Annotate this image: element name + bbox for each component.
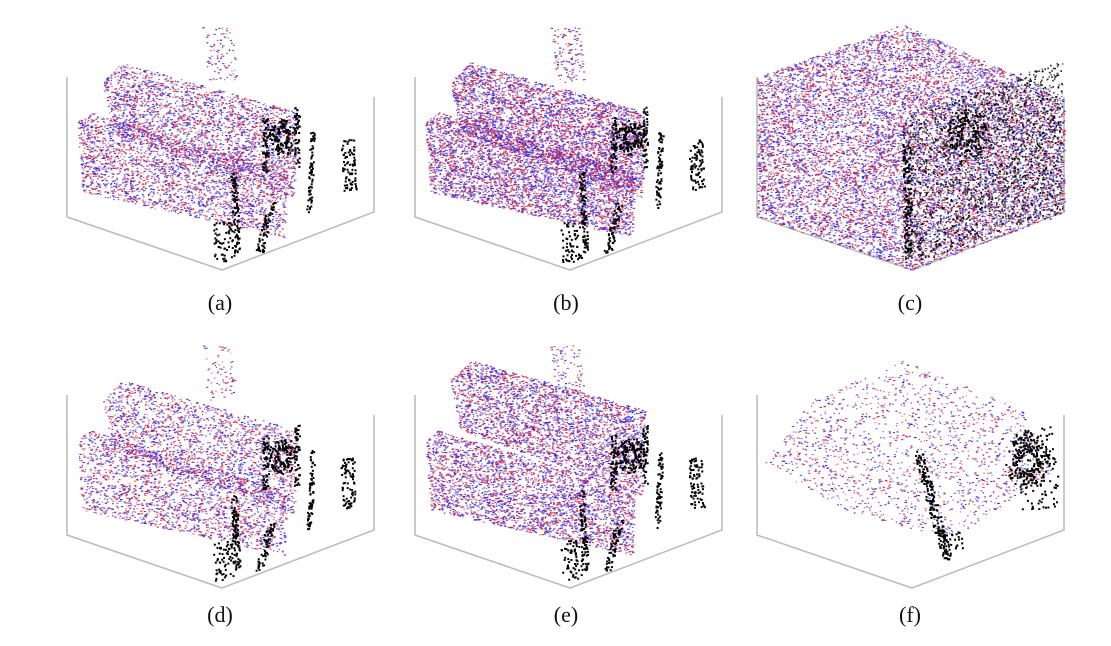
axis-frame bbox=[756, 77, 1065, 271]
axis-frame bbox=[414, 395, 723, 589]
black-object-points bbox=[915, 426, 1060, 561]
caption-b: (b) bbox=[526, 290, 606, 316]
point-cloud-f bbox=[756, 361, 1065, 589]
black-object-points bbox=[213, 424, 357, 582]
caption-e: (e) bbox=[526, 602, 606, 628]
plane-points bbox=[765, 361, 1052, 540]
sparse-top-points bbox=[202, 27, 239, 81]
lower-slab-points bbox=[426, 430, 637, 556]
black-object-points bbox=[213, 107, 358, 263]
panel-a bbox=[62, 22, 382, 277]
point-cloud-d bbox=[66, 345, 375, 589]
axis-frame bbox=[414, 77, 723, 271]
caption-d: (d) bbox=[180, 602, 260, 628]
caption-c: (c) bbox=[870, 290, 950, 316]
point-cloud-a bbox=[66, 27, 375, 271]
sparse-top-points bbox=[550, 27, 587, 83]
panel-f bbox=[752, 340, 1072, 595]
black-object-points bbox=[560, 106, 706, 263]
axis-frame bbox=[66, 395, 375, 589]
point-cloud-b bbox=[414, 27, 723, 271]
black-object-points bbox=[902, 63, 1064, 267]
lower-slab-points bbox=[77, 113, 289, 238]
axis-frame bbox=[756, 395, 1065, 589]
axis-frame bbox=[66, 77, 375, 271]
black-object-points bbox=[560, 425, 706, 581]
caption-a: (a) bbox=[180, 290, 260, 316]
panel-e bbox=[410, 340, 730, 595]
lower-slab-points bbox=[425, 112, 637, 236]
panel-c bbox=[752, 22, 1072, 277]
panel-b bbox=[410, 22, 730, 277]
sparse-top-points bbox=[203, 345, 237, 401]
upper-slab-points bbox=[451, 361, 647, 496]
sparse-top-points bbox=[550, 345, 587, 401]
panel-d bbox=[62, 340, 382, 595]
point-cloud-c bbox=[756, 25, 1067, 271]
caption-f: (f) bbox=[870, 602, 950, 628]
point-cloud-e bbox=[414, 345, 723, 589]
